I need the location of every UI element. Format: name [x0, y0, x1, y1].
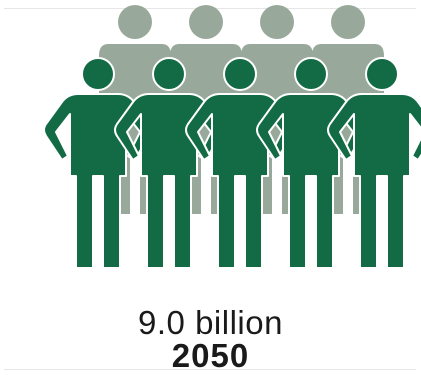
year-label: 2050 [171, 337, 250, 374]
population-value: 9.0 billion [138, 304, 283, 341]
people-illustration [43, 5, 421, 269]
